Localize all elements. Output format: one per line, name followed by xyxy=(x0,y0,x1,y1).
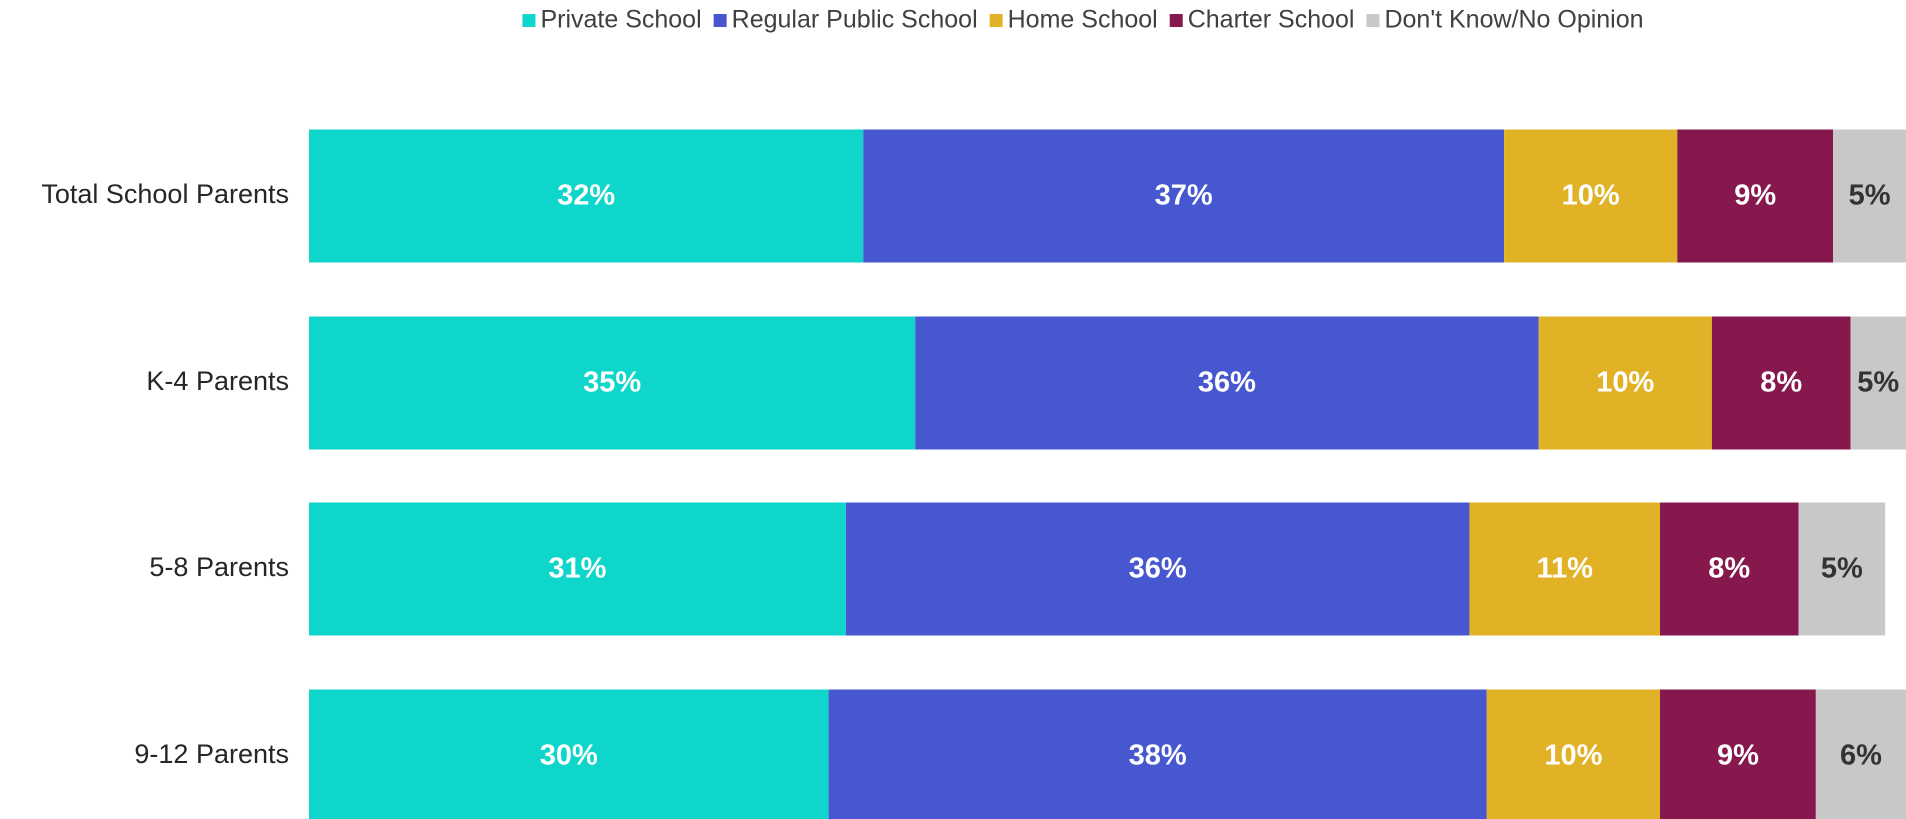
bar-segment xyxy=(1486,689,1660,819)
value-label: 36% xyxy=(1198,367,1256,399)
value-label: 9% xyxy=(1734,180,1776,212)
bar-segment xyxy=(1659,689,1816,819)
bar-segment xyxy=(1850,316,1906,450)
value-label: 37% xyxy=(1155,180,1213,212)
value-label: 8% xyxy=(1760,367,1802,399)
legend-label: Regular Public School xyxy=(732,6,978,34)
bar-segment xyxy=(915,316,1539,450)
value-label: 35% xyxy=(583,367,641,399)
bar-segment xyxy=(1659,502,1799,636)
value-label: 10% xyxy=(1596,367,1654,399)
category-label: 5-8 Parents xyxy=(149,552,289,582)
value-label: 8% xyxy=(1708,553,1750,585)
bar-segment xyxy=(1538,316,1712,450)
value-label: 32% xyxy=(557,180,615,212)
legend-label: Charter School xyxy=(1188,6,1355,34)
legend-label: Home School xyxy=(1008,6,1158,34)
value-label: 31% xyxy=(548,553,606,585)
value-label: 5% xyxy=(1849,180,1891,212)
bar-segment xyxy=(1469,502,1660,636)
bar-segment xyxy=(309,316,916,450)
legend: Private School Regular Public School Home … xyxy=(522,6,1644,34)
legend-swatch xyxy=(1366,14,1380,27)
category-label: K-4 Parents xyxy=(146,366,289,396)
legend-label: Private School xyxy=(540,6,701,34)
bar-segment xyxy=(1677,129,1834,263)
bar-segment xyxy=(309,502,846,636)
legend-swatch xyxy=(1169,14,1183,27)
value-label: 5% xyxy=(1821,553,1863,585)
value-label: 6% xyxy=(1840,740,1882,772)
value-label: 11% xyxy=(1536,553,1593,585)
legend-label: Don't Know/No Opinion xyxy=(1384,6,1643,34)
bar-segment xyxy=(1798,502,1886,636)
value-label: 30% xyxy=(540,740,598,772)
value-label: 36% xyxy=(1129,553,1187,585)
bar-segment xyxy=(309,689,829,819)
bar-segment xyxy=(828,689,1487,819)
bar-segment xyxy=(1504,129,1678,263)
legend-swatch xyxy=(522,14,536,27)
bar-segment xyxy=(1711,316,1851,450)
value-label: 10% xyxy=(1544,740,1602,772)
category-label: Total School Parents xyxy=(41,179,289,209)
bar-segment xyxy=(1833,129,1906,263)
bar-segment xyxy=(1815,689,1906,819)
value-label: 9% xyxy=(1717,740,1759,772)
bar-segment xyxy=(845,502,1470,636)
value-label: 5% xyxy=(1857,367,1899,399)
legend-swatch xyxy=(989,14,1003,27)
legend-swatch xyxy=(713,14,727,27)
value-label: 38% xyxy=(1129,740,1187,772)
category-label: 9-12 Parents xyxy=(134,739,289,769)
bar-segment xyxy=(863,129,1505,263)
bar-segment xyxy=(309,129,864,263)
value-label: 10% xyxy=(1562,180,1620,212)
